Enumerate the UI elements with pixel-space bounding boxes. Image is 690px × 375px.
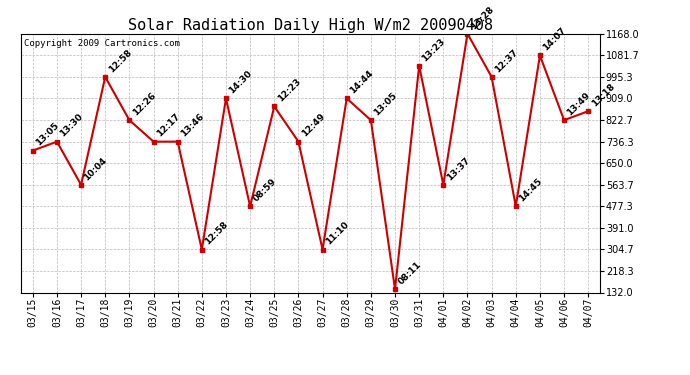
Text: 13:30: 13:30 (59, 112, 85, 139)
Text: 12:58: 12:58 (107, 48, 133, 74)
Text: 14:07: 14:07 (542, 26, 568, 53)
Text: 08:59: 08:59 (252, 177, 278, 204)
Text: 10:04: 10:04 (83, 156, 109, 182)
Text: 11:10: 11:10 (324, 220, 351, 247)
Text: 13:28: 13:28 (469, 4, 495, 31)
Text: 14:45: 14:45 (518, 177, 544, 204)
Text: 13:46: 13:46 (179, 112, 206, 139)
Text: Copyright 2009 Cartronics.com: Copyright 2009 Cartronics.com (23, 39, 179, 48)
Text: 13:05: 13:05 (373, 91, 399, 117)
Text: 13:49: 13:49 (566, 91, 592, 117)
Text: 13:18: 13:18 (590, 82, 616, 108)
Text: 12:37: 12:37 (493, 48, 520, 74)
Text: 12:26: 12:26 (131, 91, 157, 117)
Text: 14:30: 14:30 (228, 69, 254, 96)
Text: 13:37: 13:37 (445, 155, 471, 182)
Text: 12:49: 12:49 (300, 112, 326, 139)
Text: 14:44: 14:44 (348, 69, 375, 96)
Title: Solar Radiation Daily High W/m2 20090408: Solar Radiation Daily High W/m2 20090408 (128, 18, 493, 33)
Text: 08:11: 08:11 (397, 260, 423, 286)
Text: 13:23: 13:23 (421, 36, 447, 63)
Text: 12:58: 12:58 (204, 220, 230, 247)
Text: 13:05: 13:05 (34, 122, 61, 148)
Text: 12:17: 12:17 (155, 112, 181, 139)
Text: 12:23: 12:23 (276, 77, 302, 104)
